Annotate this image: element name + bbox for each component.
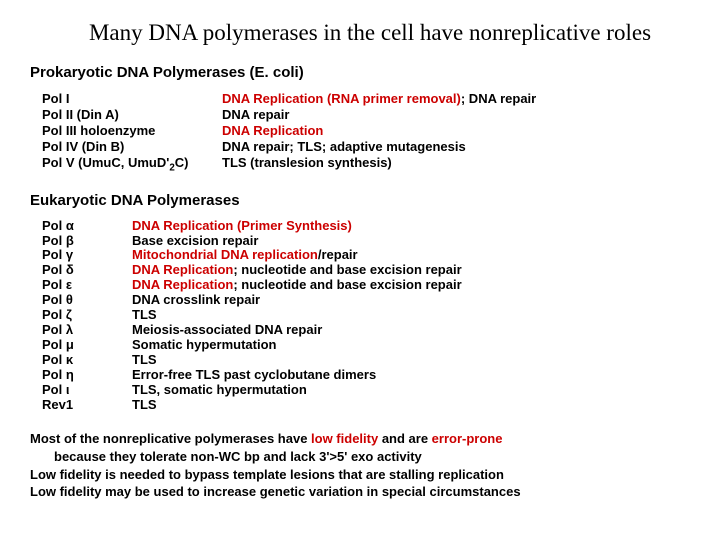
pol-name: Pol λ (42, 323, 132, 338)
eukaryotic-heading: Eukaryotic DNA Polymerases (30, 192, 690, 209)
pol-name: Pol α (42, 219, 132, 234)
footer-line: Most of the nonreplicative polymerases h… (30, 431, 690, 448)
pol-name: Pol θ (42, 293, 132, 308)
pol-role: DNA Replication (RNA primer removal); DN… (222, 91, 690, 106)
pol-role: TLS (132, 308, 690, 323)
pol-name: Pol ε (42, 278, 132, 293)
prokaryotic-table: Pol I DNA Replication (RNA primer remova… (42, 91, 690, 174)
pol-role: Error-free TLS past cyclobutane dimers (132, 368, 690, 383)
pol-role: Base excision repair (132, 234, 690, 249)
pol-name: Pol I (42, 91, 222, 106)
pol-name: Pol ζ (42, 308, 132, 323)
pol-name: Pol V (UmuC, UmuD'2C) (42, 155, 222, 174)
pol-name: Rev1 (42, 398, 132, 413)
pol-role: TLS (translesion synthesis) (222, 155, 690, 174)
pol-role: TLS, somatic hypermutation (132, 383, 690, 398)
pol-role: Mitochondrial DNA replication/repair (132, 248, 690, 263)
pol-role: DNA Replication; nucleotide and base exc… (132, 278, 690, 293)
pol-role: DNA Replication (Primer Synthesis) (132, 219, 690, 234)
pol-role: DNA Replication (222, 123, 690, 138)
pol-name: Pol IV (Din B) (42, 139, 222, 154)
pol-role: DNA repair; TLS; adaptive mutagenesis (222, 139, 690, 154)
pol-name: Pol μ (42, 338, 132, 353)
pol-role: DNA Replication; nucleotide and base exc… (132, 263, 690, 278)
pol-role: DNA crosslink repair (132, 293, 690, 308)
footer-line: because they tolerate non-WC bp and lack… (54, 449, 690, 466)
pol-name: Pol II (Din A) (42, 107, 222, 122)
pol-name: Pol III holoenzyme (42, 123, 222, 138)
pol-name: Pol ι (42, 383, 132, 398)
pol-role: Meiosis-associated DNA repair (132, 323, 690, 338)
prokaryotic-heading: Prokaryotic DNA Polymerases (E. coli) (30, 64, 690, 81)
pol-role: TLS (132, 353, 690, 368)
pol-name: Pol η (42, 368, 132, 383)
pol-name: Pol β (42, 234, 132, 249)
pol-name: Pol κ (42, 353, 132, 368)
pol-role: Somatic hypermutation (132, 338, 690, 353)
pol-name: Pol γ (42, 248, 132, 263)
eukaryotic-table: Pol α DNA Replication (Primer Synthesis)… (42, 219, 690, 413)
pol-role: TLS (132, 398, 690, 413)
page-title: Many DNA polymerases in the cell have no… (50, 20, 690, 46)
pol-name: Pol δ (42, 263, 132, 278)
footer-line: Low fidelity may be used to increase gen… (30, 484, 690, 501)
footer-line: Low fidelity is needed to bypass templat… (30, 467, 690, 484)
pol-role: DNA repair (222, 107, 690, 122)
footer-text: Most of the nonreplicative polymerases h… (30, 431, 690, 502)
